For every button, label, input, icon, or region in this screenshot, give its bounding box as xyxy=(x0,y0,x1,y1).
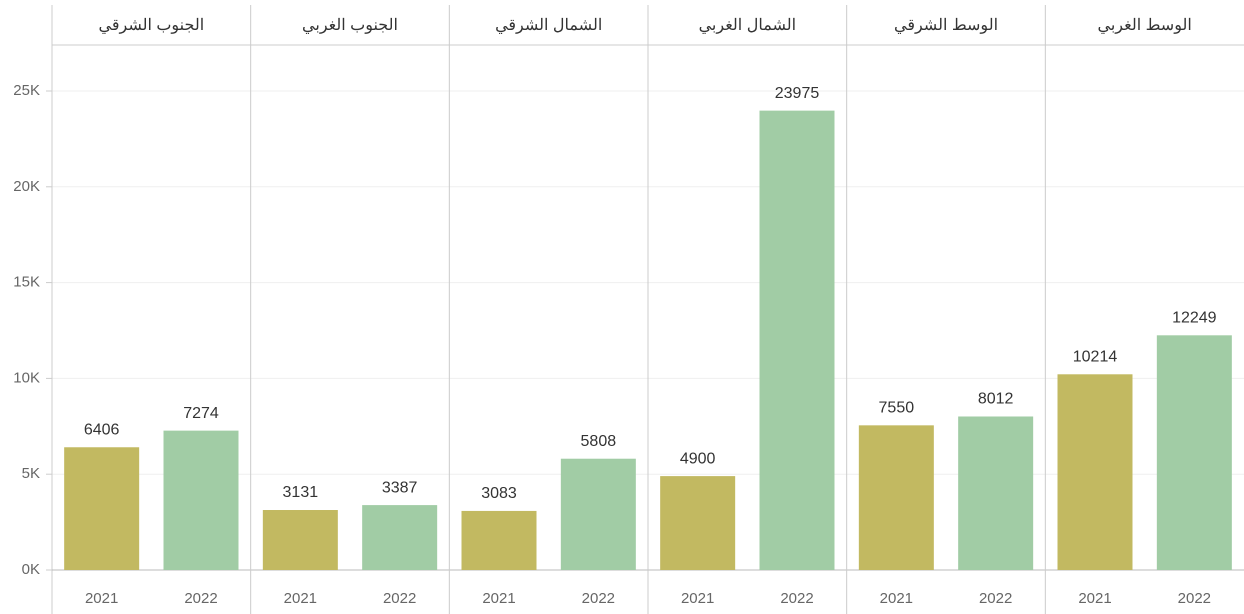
data-label: 8012 xyxy=(978,391,1014,408)
y-tick-label: 25K xyxy=(13,82,40,99)
bar xyxy=(461,510,537,570)
x-tick-label: 2022 xyxy=(582,590,615,607)
x-tick-label: 2022 xyxy=(184,590,217,607)
data-label: 12249 xyxy=(1172,310,1217,327)
x-tick-label: 2021 xyxy=(284,590,317,607)
x-tick-label: 2022 xyxy=(979,590,1012,607)
bar xyxy=(958,416,1034,570)
bar xyxy=(262,510,338,570)
panel-header: الوسط الشرقي xyxy=(894,17,998,34)
x-tick-label: 2021 xyxy=(85,590,118,607)
x-tick-label: 2022 xyxy=(1178,590,1211,607)
bar xyxy=(660,476,736,570)
data-label: 3083 xyxy=(481,485,517,502)
panel-header: الجنوب الشرقي xyxy=(99,17,205,34)
data-label: 10214 xyxy=(1073,349,1118,366)
data-label: 4900 xyxy=(680,450,716,467)
y-tick-label: 20K xyxy=(13,178,40,195)
x-tick-label: 2021 xyxy=(880,590,913,607)
data-label: 5808 xyxy=(581,433,617,450)
x-tick-label: 2022 xyxy=(383,590,416,607)
data-label: 7550 xyxy=(879,400,915,417)
data-label: 7274 xyxy=(183,405,219,422)
bar xyxy=(362,505,438,570)
data-label: 3387 xyxy=(382,479,418,496)
bar xyxy=(759,110,835,570)
panel-header: الجنوب الغربي xyxy=(302,17,398,34)
y-tick-label: 5K xyxy=(22,465,40,482)
bar xyxy=(1156,335,1232,570)
bar xyxy=(858,425,934,570)
data-label: 23975 xyxy=(775,85,820,102)
bar xyxy=(560,458,636,570)
data-label: 6406 xyxy=(84,421,120,438)
y-tick-label: 10K xyxy=(13,369,40,386)
bar xyxy=(163,430,239,570)
bar xyxy=(1057,374,1133,570)
bar xyxy=(64,447,140,570)
y-tick-label: 15K xyxy=(13,274,40,291)
x-tick-label: 2022 xyxy=(780,590,813,607)
data-label: 3131 xyxy=(283,484,319,501)
panel-header: الوسط الغربي xyxy=(1098,17,1192,34)
x-tick-label: 2021 xyxy=(681,590,714,607)
x-tick-label: 2021 xyxy=(482,590,515,607)
y-tick-label: 0K xyxy=(22,561,40,578)
panel-header: الشمال الغربي xyxy=(699,17,796,34)
x-tick-label: 2021 xyxy=(1078,590,1111,607)
panel-header: الشمال الشرقي xyxy=(495,17,602,34)
